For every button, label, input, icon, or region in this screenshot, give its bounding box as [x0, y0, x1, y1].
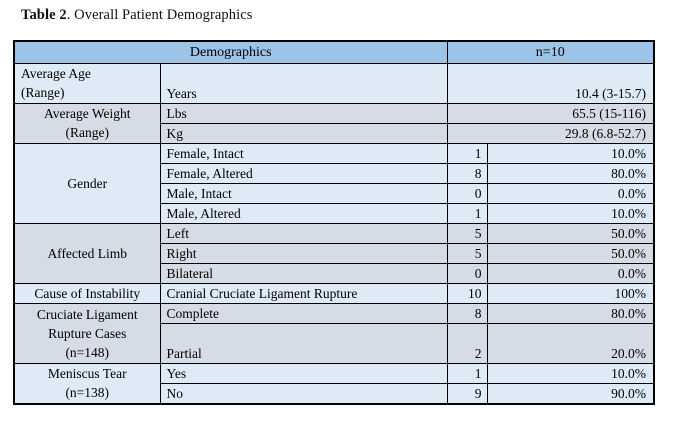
row-limb-left: Affected Limb Left 5 50.0%: [13, 222, 655, 284]
item-years: Years: [159, 62, 448, 104]
item-lbs: Lbs: [159, 102, 448, 124]
value-age-range: 10.4 (3-15.7): [446, 62, 655, 104]
count-yes: 1: [446, 362, 488, 384]
row-rupture-complete: Cruciate Ligament Rupture Cases (n=148) …: [13, 302, 655, 364]
count-female-intact: 1: [446, 142, 488, 164]
category-average-weight: Average Weight (Range): [13, 102, 161, 144]
percent-ccl-rupture: 100%: [486, 282, 655, 304]
row-cause-of-instability: Cause of Instability Cranial Cruciate Li…: [13, 282, 655, 304]
count-bilateral: 0: [446, 262, 488, 284]
row-meniscus-yes: Meniscus Tear (n=138) Yes 1 10.0%: [13, 362, 655, 404]
value-weight-lbs: 65.5 (15-116): [446, 102, 655, 124]
row-female-intact: Gender Female, Intact 1 10.0%: [13, 142, 655, 224]
percent-bilateral: 0.0%: [486, 262, 655, 284]
row-weight-lbs: Average Weight (Range) Lbs 65.5 (15-116): [13, 102, 655, 144]
percent-no: 90.0%: [486, 382, 655, 404]
category-cruciate-rupture-cases: Cruciate Ligament Rupture Cases (n=148): [13, 302, 161, 364]
percent-male-intact: 0.0%: [486, 182, 655, 204]
table-caption: Table 2. Overall Patient Demographics: [21, 7, 253, 24]
category-line: Meniscus Tear: [47, 366, 127, 381]
count-partial: 2: [446, 322, 488, 364]
category-meniscus-tear: Meniscus Tear (n=138): [13, 362, 161, 404]
count-left: 5: [446, 222, 488, 244]
category-average-age: Average Age (Range): [13, 62, 161, 104]
category-line: Average Weight: [43, 106, 131, 121]
category-line: Rupture Cases: [48, 325, 127, 341]
item-female-altered: Female, Altered: [159, 162, 448, 184]
demographics-table: Demographics n=10 Average Age (Range) Ye…: [13, 40, 655, 405]
row-rupture-partial: Partial 2 20.0%: [14, 322, 655, 364]
category-line: (Range): [65, 125, 109, 140]
item-partial: Partial: [159, 322, 448, 364]
count-male-intact: 0: [446, 182, 488, 204]
row-male-intact: Male, Intact 0 0.0%: [14, 182, 655, 204]
item-yes: Yes: [159, 362, 448, 384]
header-demographics: Demographics: [13, 40, 448, 64]
percent-female-intact: 10.0%: [486, 142, 655, 164]
category-line: Average Age: [21, 65, 91, 81]
count-no: 9: [446, 382, 488, 404]
row-meniscus-no: No 9 90.0%: [14, 382, 655, 404]
item-complete: Complete: [159, 302, 448, 324]
category-line: Affected Limb: [47, 245, 128, 261]
category-line: Gender: [67, 175, 108, 191]
category-line: (Range): [21, 84, 65, 100]
percent-male-altered: 10.0%: [486, 202, 655, 224]
category-line: Cause of Instability: [34, 285, 141, 301]
table-caption-number: Table 2: [21, 7, 67, 23]
count-male-altered: 1: [446, 202, 488, 224]
header-n10: n=10: [446, 40, 655, 64]
row-limb-bilateral: Bilateral 0 0.0%: [14, 262, 655, 284]
value-weight-kg: 29.8 (6.8-52.7): [446, 122, 655, 144]
percent-partial: 20.0%: [486, 322, 655, 364]
item-female-intact: Female, Intact: [159, 142, 448, 164]
row-female-altered: Female, Altered 8 80.0%: [14, 162, 655, 184]
percent-complete: 80.0%: [486, 302, 655, 324]
item-male-intact: Male, Intact: [159, 182, 448, 204]
count-female-altered: 8: [446, 162, 488, 184]
count-ccl-rupture: 10: [446, 282, 488, 304]
category-line: Cruciate Ligament: [36, 306, 138, 322]
count-complete: 8: [446, 302, 488, 324]
item-no: No: [159, 382, 448, 404]
row-average-age: Average Age (Range) Years 10.4 (3-15.7): [13, 62, 655, 104]
item-right: Right: [159, 242, 448, 264]
category-line: (n=148): [65, 344, 110, 360]
item-bilateral: Bilateral: [159, 262, 448, 284]
category-cause-of-instability: Cause of Instability: [13, 282, 161, 304]
count-right: 5: [446, 242, 488, 264]
row-weight-kg: Kg 29.8 (6.8-52.7): [14, 122, 655, 144]
percent-female-altered: 80.0%: [486, 162, 655, 184]
item-left: Left: [159, 222, 448, 244]
item-ccl-rupture: Cranial Cruciate Ligament Rupture: [159, 282, 448, 304]
header-row: Demographics n=10: [13, 40, 655, 64]
item-kg: Kg: [159, 122, 448, 144]
percent-left: 50.0%: [486, 222, 655, 244]
category-line: (n=138): [65, 385, 110, 400]
category-affected-limb: Affected Limb: [13, 222, 161, 284]
percent-yes: 10.0%: [486, 362, 655, 384]
category-gender: Gender: [13, 142, 161, 224]
table-caption-text: . Overall Patient Demographics: [66, 7, 253, 23]
item-male-altered: Male, Altered: [159, 202, 448, 224]
percent-right: 50.0%: [486, 242, 655, 264]
